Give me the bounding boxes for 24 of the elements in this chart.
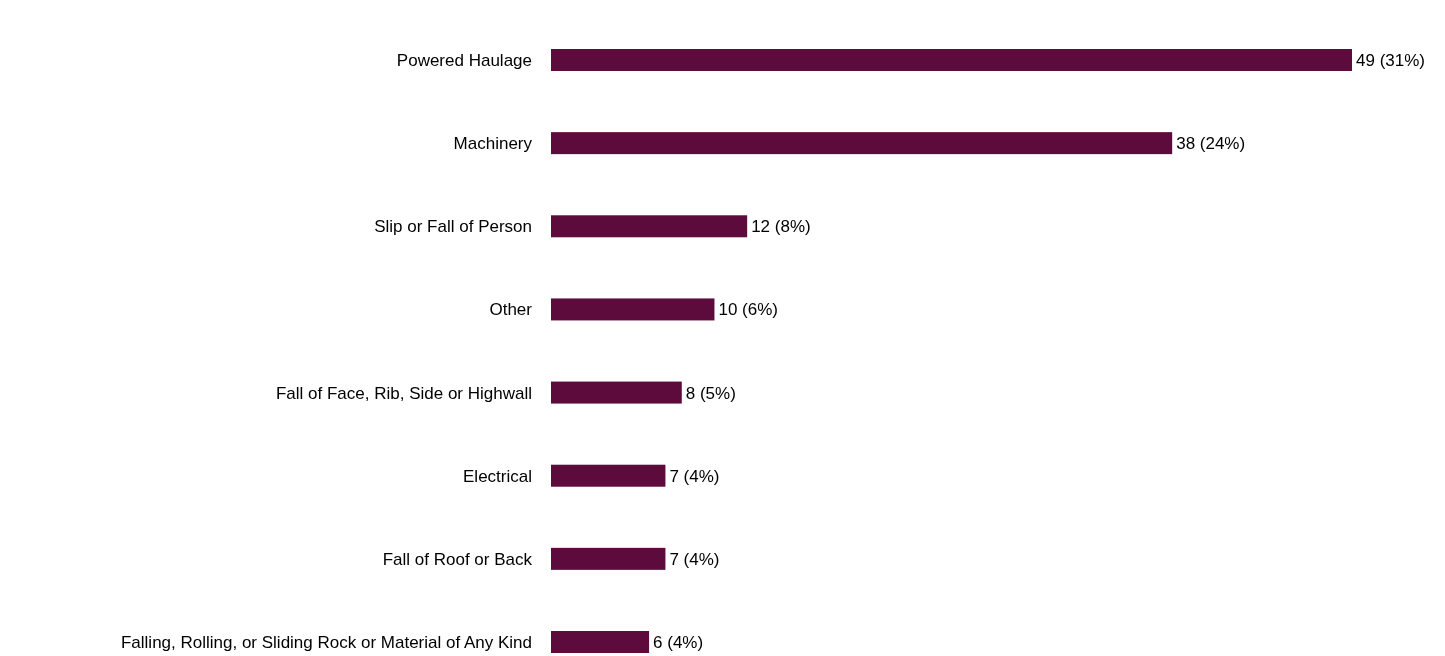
data-label: 12 (8%) [751,217,811,237]
y-tick-label: Fall of Face, Rib, Side or Highwall [275,383,532,403]
bar [551,132,1173,155]
bar [551,464,666,487]
data-label: 6 (4%) [653,632,704,652]
y-tick-label: Falling, Rolling, or Sliding Rock or Material of Any Kind [120,632,532,652]
bar [551,298,715,321]
data-label: 10 (6%) [718,300,778,320]
y-tick-label: Other [489,300,533,320]
bar [551,49,1352,71]
data-label: 38 (24%) [1176,134,1246,154]
data-label: 49 (31%) [1356,50,1425,70]
y-tick-label: Powered Haulage [396,50,532,70]
bar [551,631,650,653]
bar [551,215,748,238]
bar [551,547,666,570]
y-tick-label: Slip or Fall of Person [374,217,532,237]
data-label: 7 (4%) [669,549,720,569]
y-tick-label: Machinery [453,134,533,154]
data-label: 8 (5%) [685,383,736,403]
y-tick-label: Electrical [463,466,532,486]
data-label: 7 (4%) [669,466,720,486]
y-tick-label: Fall of Roof or Back [382,549,533,569]
bar [551,381,682,404]
